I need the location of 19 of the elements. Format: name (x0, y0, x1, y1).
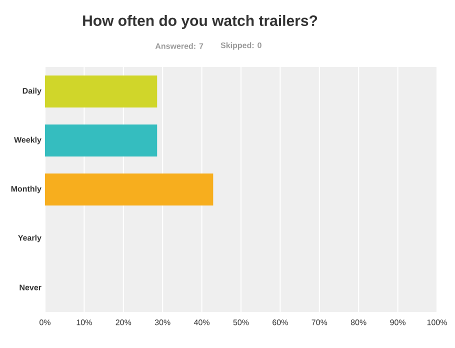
chart-subtitle: Answered: 7 (155, 43, 204, 49)
x-tick-label: 10% (76, 320, 92, 326)
y-tick-label: Weekly (14, 136, 42, 144)
x-tick-label: 70% (312, 320, 328, 326)
chart-title: How often do you watch trailers? (83, 15, 318, 29)
x-tick-label: 40% (194, 320, 210, 326)
text: Skipped: 0 (220, 42, 262, 50)
x-tick-label: 0% (40, 320, 50, 326)
x-tick-label: 90% (390, 320, 406, 326)
y-tick-label: Daily (22, 88, 42, 96)
x-tick-label: 50% (233, 320, 249, 326)
x-tick-label: 30% (154, 320, 170, 326)
x-tick-label: 80% (350, 320, 366, 326)
y-tick-label: Never (20, 284, 42, 290)
x-tick-label: 20% (116, 320, 132, 326)
x-tick-label: 100% (427, 320, 447, 326)
y-tick-label: Yearly (18, 234, 42, 242)
y-tick-label: Monthly (11, 186, 42, 194)
x-tick-label: 60% (272, 320, 288, 326)
